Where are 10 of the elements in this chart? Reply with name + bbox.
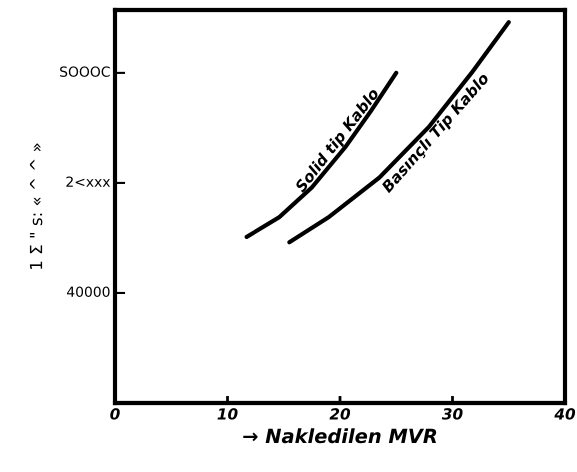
text: SOOOC [60,66,110,77]
x-tick-label: 0 [110,408,120,420]
y-axis-title: 1 Σ " s: « ^ ^ » [30,144,42,269]
x-tick-label: 40 [554,408,576,420]
x-tick-label: 20 [329,408,350,420]
text: 2<xxx [66,176,110,187]
x-tick-label: 10 [218,408,238,420]
x-tick-label: 30 [442,408,463,420]
text: 40000 [66,286,110,297]
x-axis-title: → Nakledilen MVR [243,428,436,444]
